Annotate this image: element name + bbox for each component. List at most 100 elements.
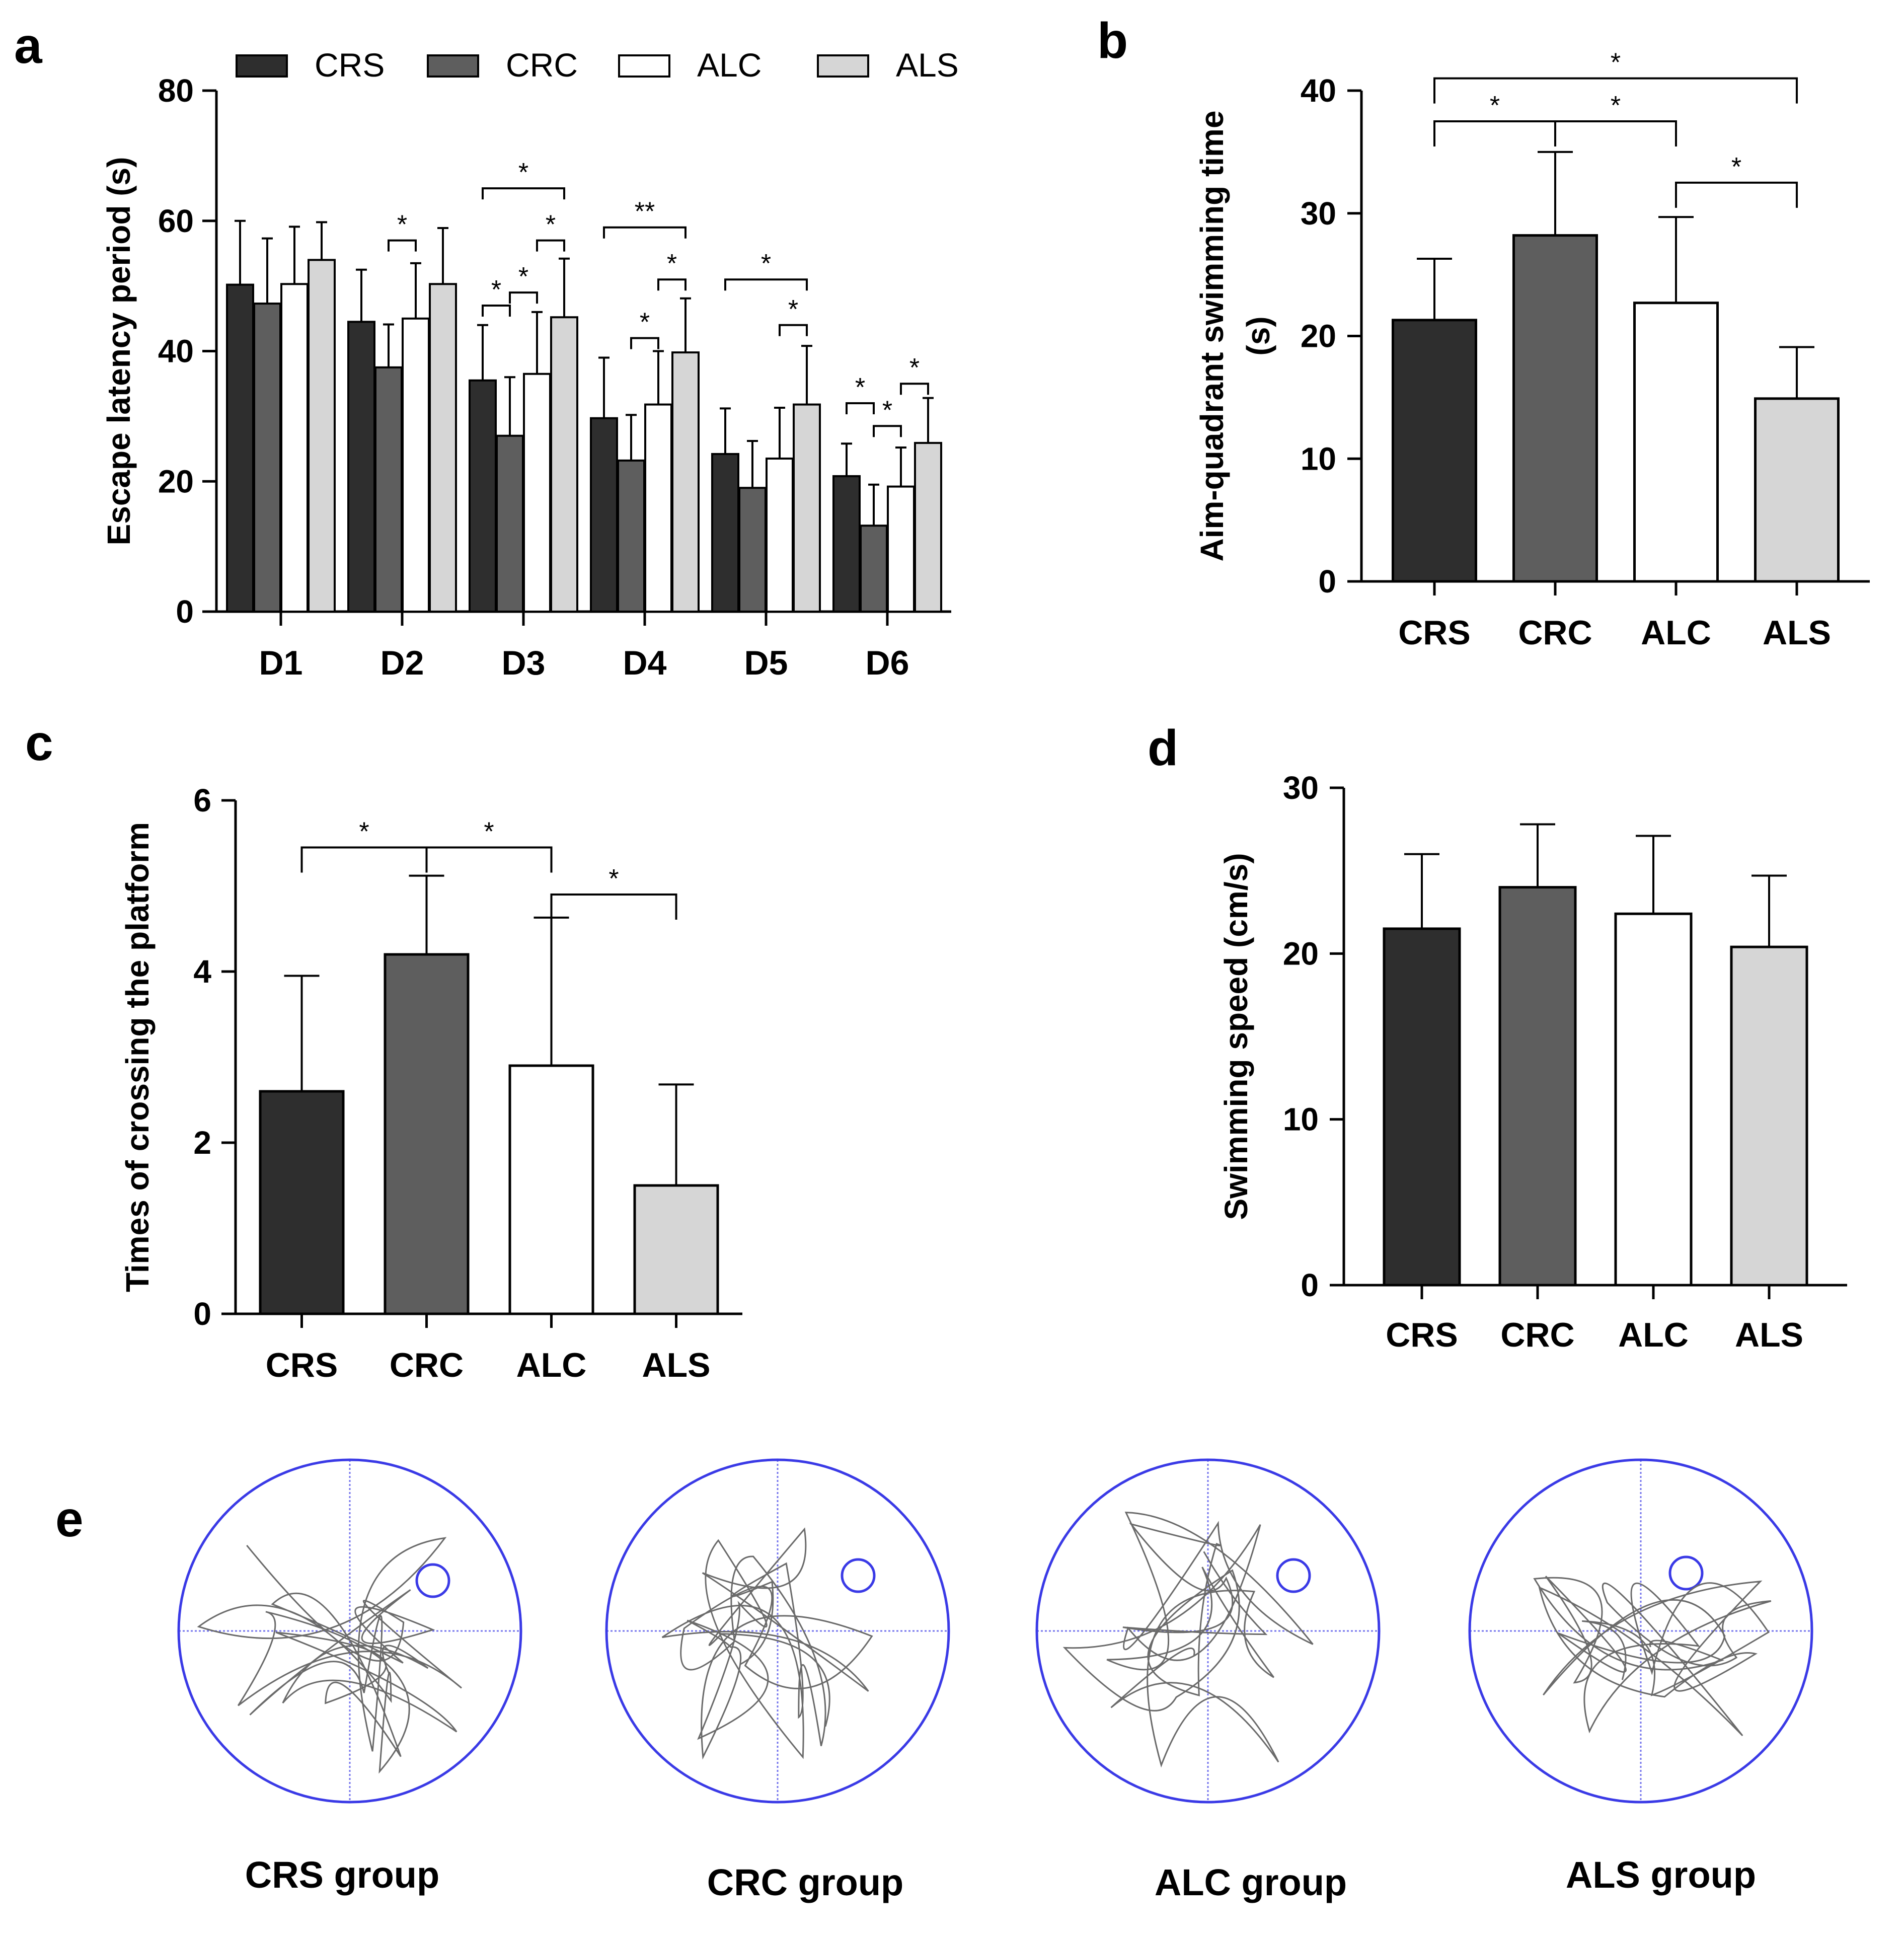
bar-als xyxy=(429,283,457,613)
panel-label: d xyxy=(1148,720,1178,776)
x-tick-label: ALS xyxy=(1763,614,1831,652)
significance-bracket xyxy=(1675,181,1798,208)
bar-crs xyxy=(259,1090,345,1315)
bar-crs xyxy=(1383,927,1461,1287)
bar-crc xyxy=(496,434,524,613)
maze-crs: CRS group xyxy=(177,1458,522,1896)
bar-alc xyxy=(766,457,794,613)
significance-label: * xyxy=(1490,91,1500,120)
group-label: ALC group xyxy=(1155,1862,1347,1903)
bar-crc xyxy=(617,459,645,613)
significance-label: * xyxy=(788,295,798,324)
bar-alc xyxy=(508,1064,594,1315)
x-tick-label: CRC xyxy=(1500,1316,1574,1354)
y-tick-label: 2 xyxy=(193,1125,211,1161)
panel-b-aim-quadrant-chart: 0 10 20 30 40 b Aim-quadrant swimming time (s) C… xyxy=(1097,13,1870,652)
panel-label: e xyxy=(55,1491,84,1547)
significance-bracket xyxy=(482,304,511,317)
significance-bracket xyxy=(630,337,659,349)
bar-crs xyxy=(832,475,861,613)
platform-marker xyxy=(1276,1558,1311,1593)
x-tick-label: D3 xyxy=(502,644,546,682)
y-tick-label: 30 xyxy=(1283,770,1319,806)
significance-bracket xyxy=(657,278,687,291)
y-tick-label: 60 xyxy=(158,203,194,239)
legend-label: ALS xyxy=(896,46,959,84)
panel-label: a xyxy=(14,18,43,74)
bar-als xyxy=(308,259,336,613)
panel-label: b xyxy=(1097,13,1128,69)
significance-bracket xyxy=(779,324,808,336)
y-tick-label: 80 xyxy=(158,72,194,109)
bar-crs xyxy=(469,379,497,613)
significance-label: * xyxy=(640,308,650,337)
bar-crc xyxy=(1498,886,1577,1287)
y-tick-label: 20 xyxy=(1283,935,1319,972)
x-tick-label: D1 xyxy=(259,644,303,682)
significance-bracket xyxy=(388,239,417,252)
significance-label: * xyxy=(518,262,528,291)
platform-marker xyxy=(415,1563,450,1598)
x-tick-label: D2 xyxy=(380,644,424,682)
significance-bracket xyxy=(509,291,538,304)
significance-label: * xyxy=(761,249,771,278)
significance-label: * xyxy=(1611,48,1621,78)
y-tick-label: 30 xyxy=(1301,195,1336,232)
significance-bracket xyxy=(846,402,875,414)
bar-crc xyxy=(738,487,767,613)
significance-label: ** xyxy=(635,197,655,227)
x-tick-label: ALS xyxy=(1735,1316,1803,1354)
y-tick-label: 0 xyxy=(1318,563,1336,600)
significance-bracket xyxy=(482,187,565,200)
swim-path-trace xyxy=(197,1537,462,1774)
significance-bracket xyxy=(724,278,808,291)
x-tick-label: ALC xyxy=(516,1346,587,1384)
significance-bracket xyxy=(1554,120,1677,146)
significance-label: * xyxy=(518,158,528,187)
bar-crc xyxy=(374,366,403,613)
y-tick-label: 0 xyxy=(193,1296,211,1332)
group-label: ALS group xyxy=(1566,1854,1756,1896)
significance-bracket xyxy=(1433,77,1798,104)
y-axis-label: Aim-quadrant swimming time xyxy=(1194,110,1230,561)
x-tick-label: ALS xyxy=(642,1346,711,1384)
y-axis-label: Swimming speed (cm/s) xyxy=(1218,853,1254,1220)
significance-bracket xyxy=(425,846,553,873)
significance-label: * xyxy=(608,864,619,894)
bar-alc xyxy=(402,317,430,613)
x-tick-label: CRS xyxy=(1398,614,1471,652)
significance-label: * xyxy=(546,210,556,240)
panel-c-platform-crossings-chart: 0 2 4 6 c Times of crossing the platform CRS CR… xyxy=(25,715,742,1384)
legend-swatch-crs xyxy=(236,54,288,78)
y-axis-label: (s) xyxy=(1240,316,1276,355)
x-tick-label: D5 xyxy=(744,644,788,682)
y-tick-label: 6 xyxy=(193,782,211,818)
x-tick-label: ALC xyxy=(1641,614,1711,652)
panel-a-escape-latency-chart: 0 20 40 60 80 a Escape latency period (s) D1 D2 D… xyxy=(14,18,959,682)
bar-crs xyxy=(1392,319,1477,583)
panel-label: c xyxy=(25,715,53,771)
bar-crs xyxy=(226,283,254,613)
x-tick-label: CRS xyxy=(266,1346,338,1384)
panel-e-swim-paths: e CRS group CRC group ALC group ALS group xyxy=(55,1458,1813,1903)
bar-crs xyxy=(590,417,618,613)
y-tick-label: 0 xyxy=(1301,1267,1319,1303)
bar-als xyxy=(1730,945,1808,1287)
bar-alc xyxy=(1633,302,1719,583)
legend-swatch-als xyxy=(817,54,869,78)
group-label: CRC group xyxy=(707,1862,904,1903)
y-tick-label: 10 xyxy=(1283,1101,1319,1138)
maze-crc: CRC group xyxy=(605,1458,950,1903)
platform-marker xyxy=(1668,1555,1704,1591)
swim-path-trace xyxy=(1062,1512,1314,1768)
y-tick-label: 0 xyxy=(176,593,194,630)
group-label: CRS group xyxy=(245,1854,439,1896)
legend-label: CRS xyxy=(315,46,385,84)
bar-alc xyxy=(1614,912,1693,1287)
x-tick-label: CRC xyxy=(390,1346,464,1384)
significance-bracket xyxy=(300,846,428,873)
legend-swatch-crc xyxy=(427,54,479,78)
significance-bracket xyxy=(603,226,687,239)
swim-path-trace xyxy=(1533,1576,1772,1737)
